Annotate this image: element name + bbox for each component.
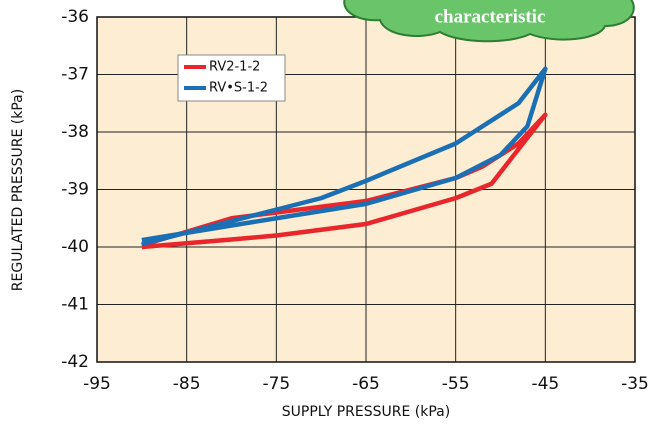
- y-tick-label: -36: [61, 7, 89, 27]
- y-tick-label: -42: [61, 352, 89, 372]
- x-tick-label: -45: [531, 374, 559, 394]
- y-tick-label: -38: [61, 122, 89, 142]
- x-tick-label: -65: [352, 374, 380, 394]
- legend-label: RV2-1-2: [209, 60, 260, 75]
- y-tick-label: -39: [61, 180, 89, 200]
- x-tick-label: -95: [83, 374, 111, 394]
- y-tick-label: -41: [61, 295, 89, 315]
- x-tick-label: -85: [173, 374, 201, 394]
- y-tick-label: -37: [61, 65, 89, 85]
- chart: characteristic SUPPLY PRESSURE (kPa) REG…: [0, 0, 662, 430]
- x-tick-label: -55: [442, 374, 470, 394]
- legend-label: RV•S-1-2: [209, 81, 268, 96]
- y-tick-label: -40: [61, 237, 89, 257]
- x-tick-label: -35: [621, 374, 649, 394]
- annotation: characteristic: [435, 6, 546, 27]
- y-axis-label: REGULATED PRESSURE (kPa): [10, 89, 26, 291]
- x-axis-label: SUPPLY PRESSURE (kPa): [282, 404, 450, 420]
- x-tick-label: -75: [262, 374, 290, 394]
